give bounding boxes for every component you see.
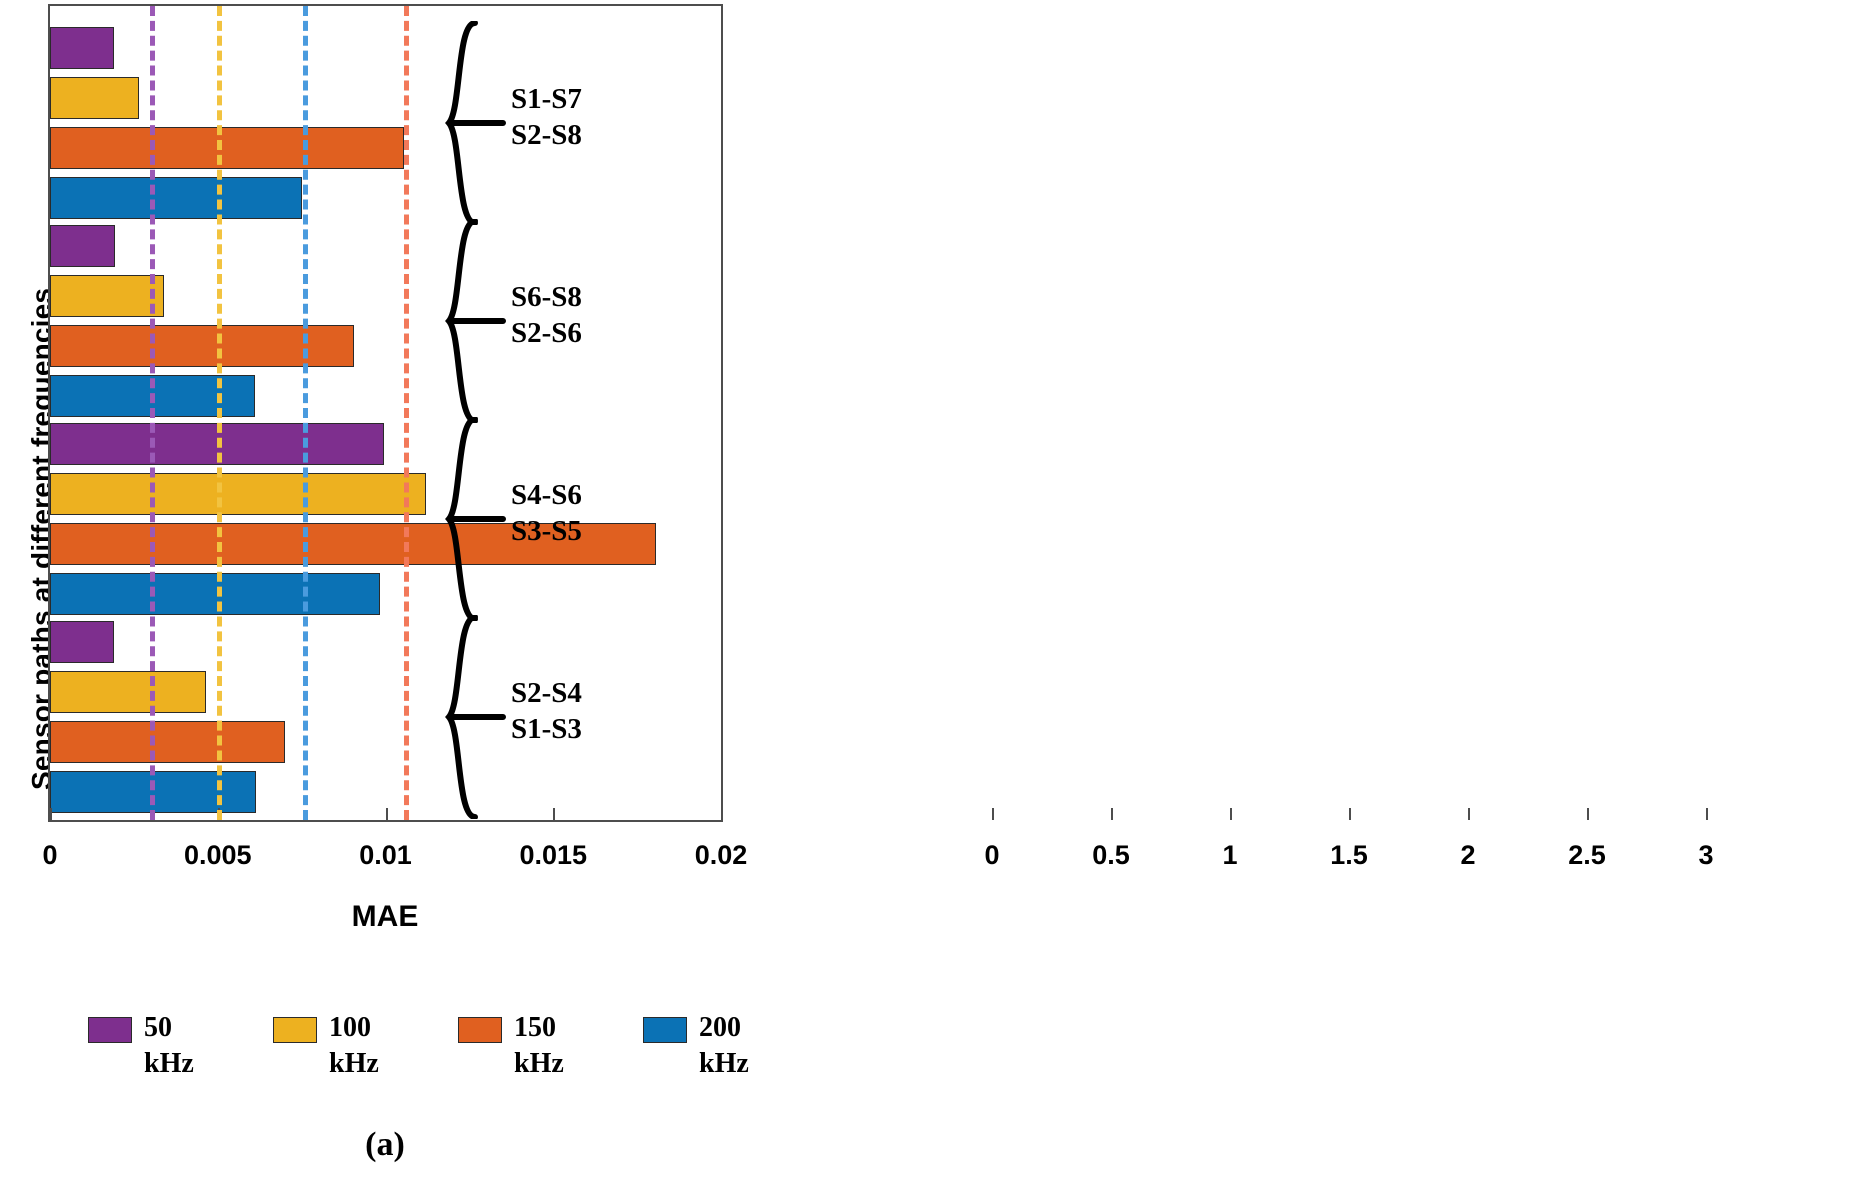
legend-label-line1: 100 — [329, 1012, 371, 1043]
group-label: S4-S6 S3-S5 — [511, 477, 582, 550]
x-axis-tick — [1468, 808, 1470, 820]
legend-label-line1: 50 — [144, 1012, 172, 1043]
x-axis-tick-label: 0.02 — [694, 840, 748, 870]
group-label-line2: S2-S8 — [511, 119, 582, 152]
group-label-line1: S2-S4 — [511, 677, 582, 709]
x-axis-tick-label: 0.01 — [359, 840, 412, 870]
group-label: S6-S8 S2-S6 — [511, 279, 582, 352]
legend-label-line1: 150 — [514, 1012, 556, 1043]
bar — [50, 177, 302, 219]
group-label-line2: S3-S5 — [511, 515, 582, 548]
panel-caption-a: (a) — [365, 1126, 405, 1163]
group-label: S2-S4 S1-S3 — [511, 675, 582, 748]
group-brace — [445, 21, 506, 225]
legend-label: 200 kHz — [699, 1010, 749, 1082]
group-brace — [445, 615, 506, 819]
group-label-line1: S6-S8 — [511, 281, 582, 313]
bar — [50, 325, 354, 367]
x-axis-tick — [50, 808, 52, 820]
bar — [50, 225, 116, 267]
x-axis-tick — [992, 808, 994, 820]
bar — [50, 27, 114, 69]
legend-swatch-icon — [643, 1017, 687, 1043]
legend-a: 50 kHz 100 kHz 150 kHz 200 kHz — [88, 1010, 803, 1082]
legend-label: 100 kHz — [329, 1010, 379, 1082]
legend-item[interactable]: 200 kHz — [643, 1010, 803, 1082]
bar — [50, 77, 139, 119]
mv-reference-line — [302, 6, 308, 820]
x-axis-tick-label: 0.5 — [1092, 840, 1130, 870]
legend-swatch-icon — [458, 1017, 502, 1043]
mv-reference-line — [150, 6, 156, 820]
group-label: S1-S7 S2-S8 — [511, 81, 582, 154]
legend-item[interactable]: 50 kHz — [88, 1010, 248, 1082]
x-axis-tick-label: 0 — [984, 840, 1000, 870]
x-axis-tick — [1349, 808, 1351, 820]
legend-item[interactable]: 100 kHz — [273, 1010, 433, 1082]
legend-label: 150 kHz — [514, 1010, 564, 1082]
x-axis-tick-label: 0 — [42, 840, 58, 870]
bar — [50, 423, 384, 465]
bar — [50, 275, 165, 317]
mv-reference-line — [403, 6, 409, 820]
group-label-line2: S2-S6 — [511, 317, 582, 350]
chart-panel-a: Sensor paths at different frequencies S1… — [0, 0, 900, 1183]
legend-label-line2: kHz — [514, 1047, 564, 1079]
legend-label-line2: kHz — [144, 1047, 194, 1079]
x-axis-tick — [385, 808, 388, 820]
x-axis-title-a: MAE — [351, 900, 419, 933]
x-axis-tick-label: 1 — [1222, 840, 1238, 870]
x-axis-tick-label: 1.5 — [1330, 840, 1368, 870]
bar — [50, 473, 426, 515]
legend-label-line1: 200 — [699, 1012, 741, 1043]
x-axis-tick-label: 2 — [1460, 840, 1476, 870]
x-axis-tick-label: 3 — [1698, 840, 1714, 870]
legend-label-line2: kHz — [699, 1047, 749, 1079]
bar — [50, 621, 114, 663]
x-axis-tick-label: 2.5 — [1568, 840, 1606, 870]
x-axis-tick — [721, 808, 723, 820]
legend-swatch-icon — [273, 1017, 317, 1043]
x-axis-tick — [553, 808, 556, 820]
plot-area-a: S1-S7 S2-S8 S6-S8 S2-S6 S4-S6 S3-S5 S2-S4 S1-S3 — [48, 4, 723, 822]
bar — [50, 127, 404, 169]
group-label-line1: S1-S7 — [511, 83, 582, 115]
legend-label: 50 kHz — [144, 1010, 194, 1082]
legend-label-line2: kHz — [329, 1047, 379, 1079]
group-label-line1: S4-S6 — [511, 479, 582, 511]
x-axis-tick-label: 0.005 — [183, 840, 252, 870]
x-axis-tick — [1587, 808, 1589, 820]
mv-reference-line — [217, 6, 223, 820]
chart-panel-b: Sensor paths at different frequencies S2… — [900, 0, 1850, 1183]
x-axis-tick — [1230, 808, 1232, 820]
group-label-line2: S1-S3 — [511, 713, 582, 746]
x-axis-tick — [1706, 808, 1708, 820]
bar — [50, 721, 285, 763]
x-axis-tick — [1111, 808, 1113, 820]
group-brace — [445, 219, 506, 423]
legend-swatch-icon — [88, 1017, 132, 1043]
legend-item[interactable]: 150 kHz — [458, 1010, 618, 1082]
bar — [50, 671, 206, 713]
x-axis-tick-label: 0.015 — [519, 840, 588, 870]
group-brace — [445, 417, 506, 621]
bar — [50, 573, 381, 615]
